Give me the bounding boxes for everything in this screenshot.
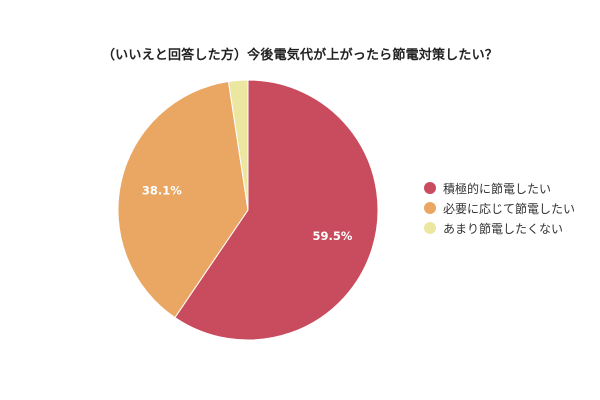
legend-item-active[interactable]: 積極的に節電したい xyxy=(424,178,575,198)
pie-slices xyxy=(117,79,379,341)
legend-label: 必要に応じて節電したい xyxy=(443,201,576,216)
pie-slice-not-much[interactable] xyxy=(227,79,249,211)
legend-swatch-icon xyxy=(424,182,436,194)
pie-slice-as-needed[interactable] xyxy=(117,80,249,319)
legend-swatch-icon xyxy=(424,202,436,214)
slice-label-as-needed: 38.1% xyxy=(142,183,182,197)
legend-item-not-much[interactable]: あまり節電したくない xyxy=(424,218,575,238)
chart-title: （いいえと回答した方）今後電気代が上がったら節電対策したい？ xyxy=(101,48,498,63)
legend-label: 積極的に節電したい xyxy=(443,181,552,196)
slice-label-active: 59.5% xyxy=(313,229,353,243)
legend: 積極的に節電したい 必要に応じて節電したい あまり節電したくない xyxy=(424,178,575,238)
legend-item-as-needed[interactable]: 必要に応じて節電したい xyxy=(424,198,575,218)
legend-label: あまり節電したくない xyxy=(443,221,564,236)
legend-swatch-icon xyxy=(424,222,436,234)
pie-slice-active[interactable] xyxy=(174,79,379,341)
